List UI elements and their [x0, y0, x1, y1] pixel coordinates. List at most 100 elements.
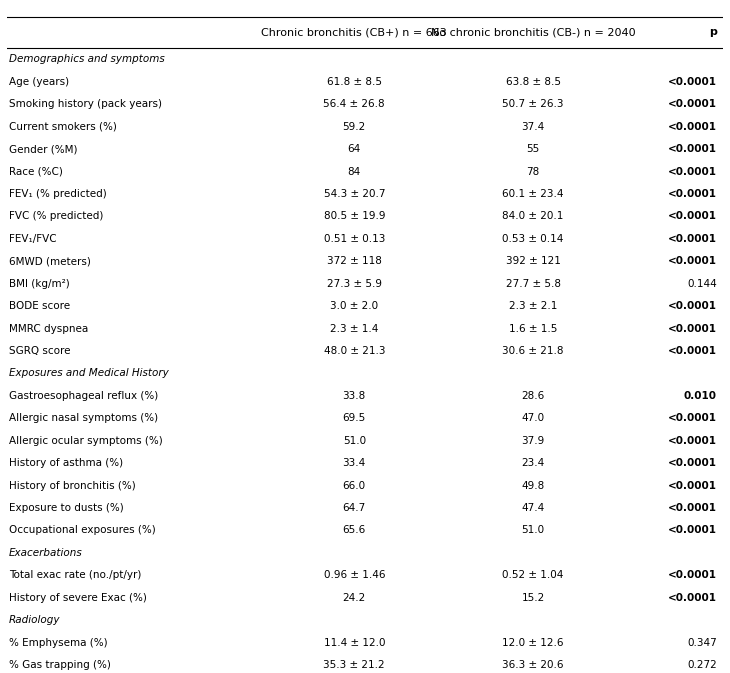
Text: 64.7: 64.7: [342, 503, 366, 513]
Text: 33.8: 33.8: [342, 391, 366, 401]
Text: <0.0001: <0.0001: [668, 413, 717, 423]
Text: 24.2: 24.2: [342, 593, 366, 603]
Text: <0.0001: <0.0001: [668, 122, 717, 132]
Text: 28.6: 28.6: [521, 391, 545, 401]
Text: <0.0001: <0.0001: [668, 301, 717, 311]
Text: <0.0001: <0.0001: [668, 570, 717, 580]
Text: 30.6 ± 21.8: 30.6 ± 21.8: [502, 346, 564, 356]
Text: <0.0001: <0.0001: [668, 211, 717, 221]
Text: 50.7 ± 26.3: 50.7 ± 26.3: [502, 100, 564, 109]
Text: p: p: [709, 28, 717, 38]
Text: Age (years): Age (years): [9, 77, 69, 87]
Text: Smoking history (pack years): Smoking history (pack years): [9, 100, 162, 109]
Text: 51.0: 51.0: [342, 435, 366, 446]
Text: <0.0001: <0.0001: [668, 435, 717, 446]
Text: 65.6: 65.6: [342, 526, 366, 536]
Text: BODE score: BODE score: [9, 301, 70, 311]
Text: <0.0001: <0.0001: [668, 234, 717, 244]
Text: BMI (kg/m²): BMI (kg/m²): [9, 279, 69, 289]
Text: 372 ± 118: 372 ± 118: [327, 256, 382, 267]
Text: <0.0001: <0.0001: [668, 256, 717, 267]
Text: <0.0001: <0.0001: [668, 481, 717, 491]
Text: 0.51 ± 0.13: 0.51 ± 0.13: [323, 234, 385, 244]
Text: 0.53 ± 0.14: 0.53 ± 0.14: [502, 234, 564, 244]
Text: 0.010: 0.010: [684, 391, 717, 401]
Text: 27.7 ± 5.8: 27.7 ± 5.8: [506, 279, 561, 289]
Text: History of asthma (%): History of asthma (%): [9, 458, 123, 468]
Text: 0.272: 0.272: [687, 660, 717, 670]
Text: <0.0001: <0.0001: [668, 346, 717, 356]
Text: Occupational exposures (%): Occupational exposures (%): [9, 526, 155, 536]
Text: 84.0 ± 20.1: 84.0 ± 20.1: [502, 211, 564, 221]
Text: 15.2: 15.2: [521, 593, 545, 603]
Text: Allergic nasal symptoms (%): Allergic nasal symptoms (%): [9, 413, 158, 423]
Text: 69.5: 69.5: [342, 413, 366, 423]
Text: 56.4 ± 26.8: 56.4 ± 26.8: [323, 100, 385, 109]
Text: <0.0001: <0.0001: [668, 458, 717, 468]
Text: 80.5 ± 19.9: 80.5 ± 19.9: [323, 211, 385, 221]
Text: History of bronchitis (%): History of bronchitis (%): [9, 481, 136, 491]
Text: History of severe Exac (%): History of severe Exac (%): [9, 593, 147, 603]
Text: 63.8 ± 8.5: 63.8 ± 8.5: [506, 77, 561, 87]
Text: Demographics and symptoms: Demographics and symptoms: [9, 55, 164, 65]
Text: 11.4 ± 12.0: 11.4 ± 12.0: [323, 637, 385, 647]
Text: FVC (% predicted): FVC (% predicted): [9, 211, 103, 221]
Text: 6MWD (meters): 6MWD (meters): [9, 256, 91, 267]
Text: % Gas trapping (%): % Gas trapping (%): [9, 660, 111, 670]
Text: 33.4: 33.4: [342, 458, 366, 468]
Text: 0.347: 0.347: [687, 637, 717, 647]
Text: FEV₁ (% predicted): FEV₁ (% predicted): [9, 189, 107, 199]
Text: Exposure to dusts (%): Exposure to dusts (%): [9, 503, 123, 513]
Text: 35.3 ± 21.2: 35.3 ± 21.2: [323, 660, 385, 670]
Text: 3.0 ± 2.0: 3.0 ± 2.0: [330, 301, 378, 311]
Text: Total exac rate (no./pt/yr): Total exac rate (no./pt/yr): [9, 570, 141, 580]
Text: 23.4: 23.4: [521, 458, 545, 468]
Text: Radiology: Radiology: [9, 615, 61, 625]
Text: 47.4: 47.4: [521, 503, 545, 513]
Text: <0.0001: <0.0001: [668, 167, 717, 176]
Text: Exposures and Medical History: Exposures and Medical History: [9, 368, 169, 378]
Text: 12.0 ± 12.6: 12.0 ± 12.6: [502, 637, 564, 647]
Text: Allergic ocular symptoms (%): Allergic ocular symptoms (%): [9, 435, 163, 446]
Text: 0.96 ± 1.46: 0.96 ± 1.46: [323, 570, 385, 580]
Text: <0.0001: <0.0001: [668, 100, 717, 109]
Text: <0.0001: <0.0001: [668, 526, 717, 536]
Text: 64: 64: [347, 144, 361, 154]
Text: 51.0: 51.0: [521, 526, 545, 536]
Text: 59.2: 59.2: [342, 122, 366, 132]
Text: <0.0001: <0.0001: [668, 189, 717, 199]
Text: <0.0001: <0.0001: [668, 503, 717, 513]
Text: 27.3 ± 5.9: 27.3 ± 5.9: [327, 279, 382, 289]
Text: 49.8: 49.8: [521, 481, 545, 491]
Text: 48.0 ± 21.3: 48.0 ± 21.3: [323, 346, 385, 356]
Text: MMRC dyspnea: MMRC dyspnea: [9, 324, 88, 334]
Text: No chronic bronchitis (CB-) n = 2040: No chronic bronchitis (CB-) n = 2040: [431, 28, 635, 38]
Text: 392 ± 121: 392 ± 121: [506, 256, 561, 267]
Text: 37.9: 37.9: [521, 435, 545, 446]
Text: 78: 78: [526, 167, 539, 176]
Text: 61.8 ± 8.5: 61.8 ± 8.5: [327, 77, 382, 87]
Text: % Emphysema (%): % Emphysema (%): [9, 637, 107, 647]
Text: 0.144: 0.144: [687, 279, 717, 289]
Text: Gastroesophageal reflux (%): Gastroesophageal reflux (%): [9, 391, 158, 401]
Text: Race (%C): Race (%C): [9, 167, 63, 176]
Text: 55: 55: [526, 144, 539, 154]
Text: <0.0001: <0.0001: [668, 144, 717, 154]
Text: Current smokers (%): Current smokers (%): [9, 122, 117, 132]
Text: 47.0: 47.0: [521, 413, 545, 423]
Text: FEV₁/FVC: FEV₁/FVC: [9, 234, 56, 244]
Text: Gender (%M): Gender (%M): [9, 144, 77, 154]
Text: 84: 84: [347, 167, 361, 176]
Text: 0.52 ± 1.04: 0.52 ± 1.04: [502, 570, 564, 580]
Text: 36.3 ± 20.6: 36.3 ± 20.6: [502, 660, 564, 670]
Text: 54.3 ± 20.7: 54.3 ± 20.7: [323, 189, 385, 199]
Text: <0.0001: <0.0001: [668, 593, 717, 603]
Text: Chronic bronchitis (CB+) n = 663: Chronic bronchitis (CB+) n = 663: [261, 28, 447, 38]
Text: <0.0001: <0.0001: [668, 77, 717, 87]
Text: <0.0001: <0.0001: [668, 324, 717, 334]
Text: 2.3 ± 1.4: 2.3 ± 1.4: [330, 324, 378, 334]
Text: 1.6 ± 1.5: 1.6 ± 1.5: [509, 324, 557, 334]
Text: 60.1 ± 23.4: 60.1 ± 23.4: [502, 189, 564, 199]
Text: SGRQ score: SGRQ score: [9, 346, 70, 356]
Text: 2.3 ± 2.1: 2.3 ± 2.1: [509, 301, 557, 311]
